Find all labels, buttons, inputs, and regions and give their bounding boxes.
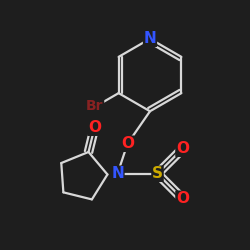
Text: O: O [88,120,101,135]
Text: O: O [176,141,189,156]
Text: N: N [111,166,124,181]
Text: S: S [152,166,163,181]
Text: Br: Br [86,99,104,113]
Text: O: O [121,136,134,151]
Text: N: N [144,31,156,46]
Text: O: O [176,191,189,206]
